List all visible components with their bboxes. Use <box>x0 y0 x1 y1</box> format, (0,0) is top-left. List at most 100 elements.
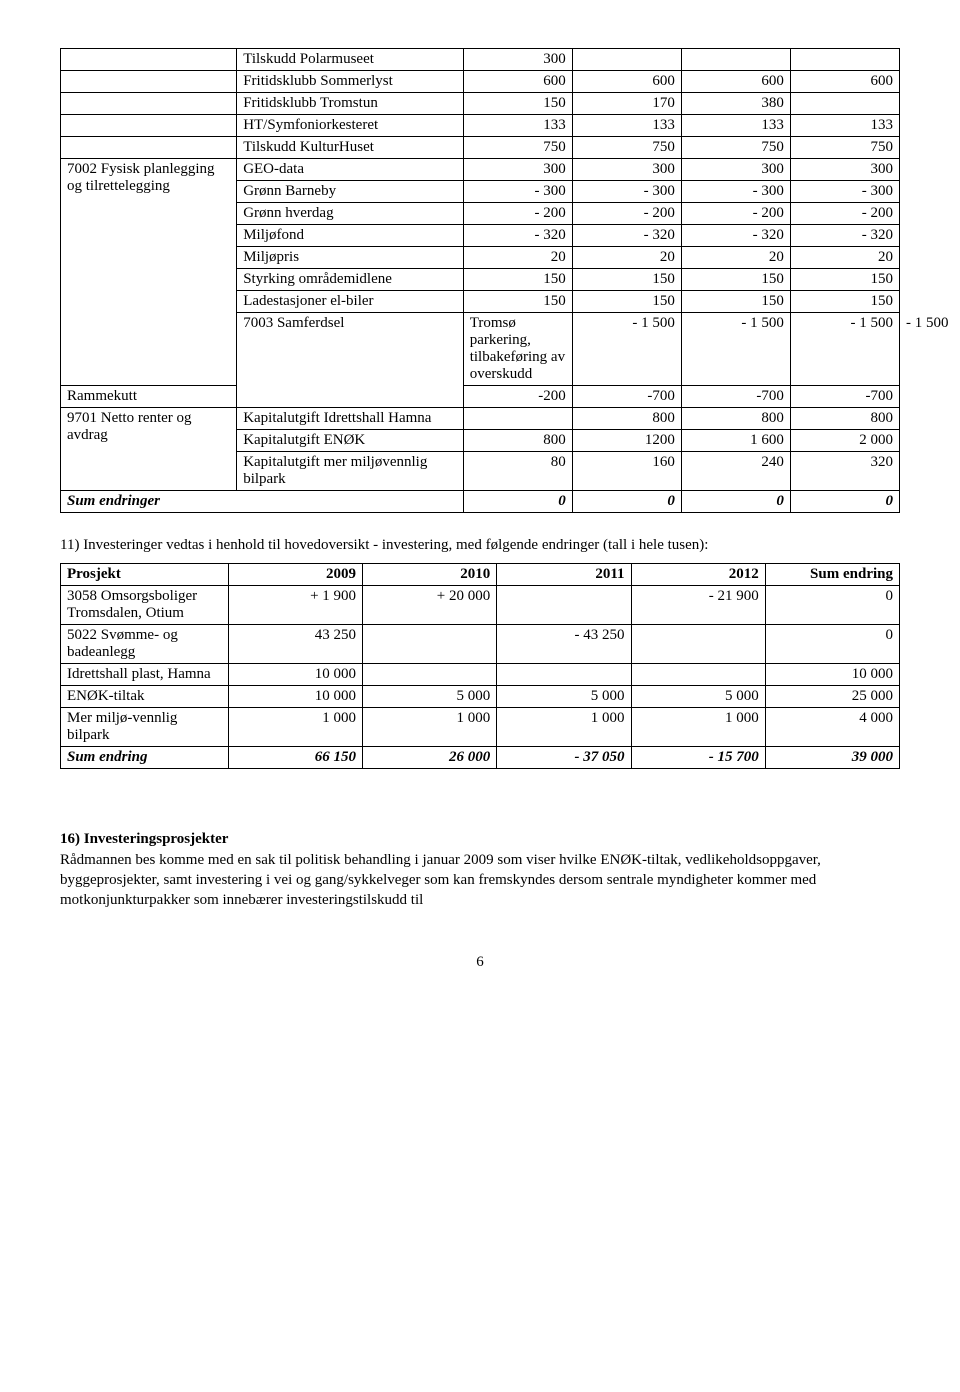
row-value: 5 000 <box>631 686 765 708</box>
row-value: - 200 <box>681 203 790 225</box>
row-value: 300 <box>572 159 681 181</box>
row-value: 150 <box>463 291 572 313</box>
row-value: 150 <box>681 291 790 313</box>
row-value: 10 000 <box>228 686 362 708</box>
row-value: 300 <box>681 159 790 181</box>
row-value: 380 <box>681 93 790 115</box>
row-value: 20 <box>572 247 681 269</box>
row-value: 5 000 <box>363 686 497 708</box>
sum-label: Sum endring <box>61 747 229 769</box>
row-value: 150 <box>790 269 899 291</box>
row-value: + 1 900 <box>228 586 362 625</box>
row-value: - 43 250 <box>497 625 631 664</box>
table-row: 9701 Netto renter og avdragKapitalutgift… <box>61 408 900 430</box>
section-16-head: 16) Investeringsprosjekter <box>60 831 228 847</box>
row-value: 750 <box>790 137 899 159</box>
row-category: 7002 Fysisk planlegging og tilretteleggi… <box>61 159 237 386</box>
sum-value: 0 <box>463 491 572 513</box>
row-category: 9701 Netto renter og avdrag <box>61 408 237 491</box>
row-value <box>363 664 497 686</box>
sum-value: - 37 050 <box>497 747 631 769</box>
table-row: Mer miljø-vennlig bilpark1 0001 0001 000… <box>61 708 900 747</box>
row-value: 170 <box>572 93 681 115</box>
row-value: 750 <box>463 137 572 159</box>
row-value <box>463 408 572 430</box>
row-value: 0 <box>765 586 899 625</box>
sum-value: 66 150 <box>228 747 362 769</box>
row-value <box>572 49 681 71</box>
row-value: 750 <box>681 137 790 159</box>
sum-row: Sum endring66 15026 000- 37 050- 15 7003… <box>61 747 900 769</box>
row-item: Kapitalutgift mer miljøvennlig bilpark <box>237 452 464 491</box>
row-value: 800 <box>790 408 899 430</box>
row-value: 600 <box>790 71 899 93</box>
row-value: 800 <box>681 408 790 430</box>
row-value <box>631 625 765 664</box>
row-value: 800 <box>572 408 681 430</box>
row-item: Kapitalutgift Idrettshall Hamna <box>237 408 464 430</box>
row-item: Fritidsklubb Tromstun <box>237 93 464 115</box>
page-number: 6 <box>60 954 900 971</box>
table-row: Tilskudd KulturHuset750750750750 <box>61 137 900 159</box>
sum-value: 0 <box>681 491 790 513</box>
row-value: 80 <box>463 452 572 491</box>
row-value: 20 <box>681 247 790 269</box>
row-item: Tilskudd KulturHuset <box>237 137 464 159</box>
row-project: ENØK-tiltak <box>61 686 229 708</box>
row-value: -700 <box>572 386 681 408</box>
row-value: - 200 <box>790 203 899 225</box>
row-item: Fritidsklubb Sommerlyst <box>237 71 464 93</box>
table-row: Fritidsklubb Tromstun150170380 <box>61 93 900 115</box>
row-value <box>631 664 765 686</box>
row-item: Miljøfond <box>237 225 464 247</box>
row-project: Mer miljø-vennlig bilpark <box>61 708 229 747</box>
row-value <box>790 93 899 115</box>
row-value: 1200 <box>572 430 681 452</box>
table-row: Rammekutt-200-700-700-700 <box>61 386 900 408</box>
row-value <box>790 49 899 71</box>
row-value: 600 <box>572 71 681 93</box>
row-value: - 300 <box>572 181 681 203</box>
paragraph-11: 11) Investeringer vedtas i henhold til h… <box>60 535 900 555</box>
row-value: - 300 <box>790 181 899 203</box>
sum-value: 0 <box>790 491 899 513</box>
row-category <box>61 115 237 137</box>
sum-value: 39 000 <box>765 747 899 769</box>
row-value: 20 <box>463 247 572 269</box>
table-row: Tilskudd Polarmuseet300 <box>61 49 900 71</box>
table-row: 3058 Omsorgsboliger Tromsdalen, Otium+ 1… <box>61 586 900 625</box>
row-value <box>681 49 790 71</box>
row-value: - 300 <box>681 181 790 203</box>
row-value: - 320 <box>572 225 681 247</box>
row-value: -200 <box>463 386 572 408</box>
table-row: Idrettshall plast, Hamna10 00010 000 <box>61 664 900 686</box>
row-value <box>363 625 497 664</box>
row-value: 1 000 <box>228 708 362 747</box>
row-value: - 21 900 <box>631 586 765 625</box>
sum-label: Sum endringer <box>61 491 464 513</box>
row-value: 4 000 <box>765 708 899 747</box>
row-value: - 1 500 <box>790 313 899 386</box>
sum-value: 26 000 <box>363 747 497 769</box>
row-value: - 320 <box>790 225 899 247</box>
row-value: 10 000 <box>228 664 362 686</box>
row-value <box>497 586 631 625</box>
table-row: 7002 Fysisk planlegging og tilretteleggi… <box>61 159 900 181</box>
col-project: Prosjekt <box>61 564 229 586</box>
row-value: 150 <box>572 269 681 291</box>
row-value: 2 000 <box>790 430 899 452</box>
col-2012: 2012 <box>631 564 765 586</box>
row-value: 10 000 <box>765 664 899 686</box>
row-item: HT/Symfoniorkesteret <box>237 115 464 137</box>
sum-value: 0 <box>572 491 681 513</box>
budget-changes-table: Tilskudd Polarmuseet300Fritidsklubb Somm… <box>60 48 900 513</box>
row-value: 133 <box>463 115 572 137</box>
row-category <box>61 137 237 159</box>
row-item: Tilskudd Polarmuseet <box>237 49 464 71</box>
row-value: 25 000 <box>765 686 899 708</box>
row-value: - 300 <box>463 181 572 203</box>
row-value: 320 <box>790 452 899 491</box>
row-value: 600 <box>463 71 572 93</box>
row-value: 150 <box>463 93 572 115</box>
row-value: 300 <box>463 159 572 181</box>
